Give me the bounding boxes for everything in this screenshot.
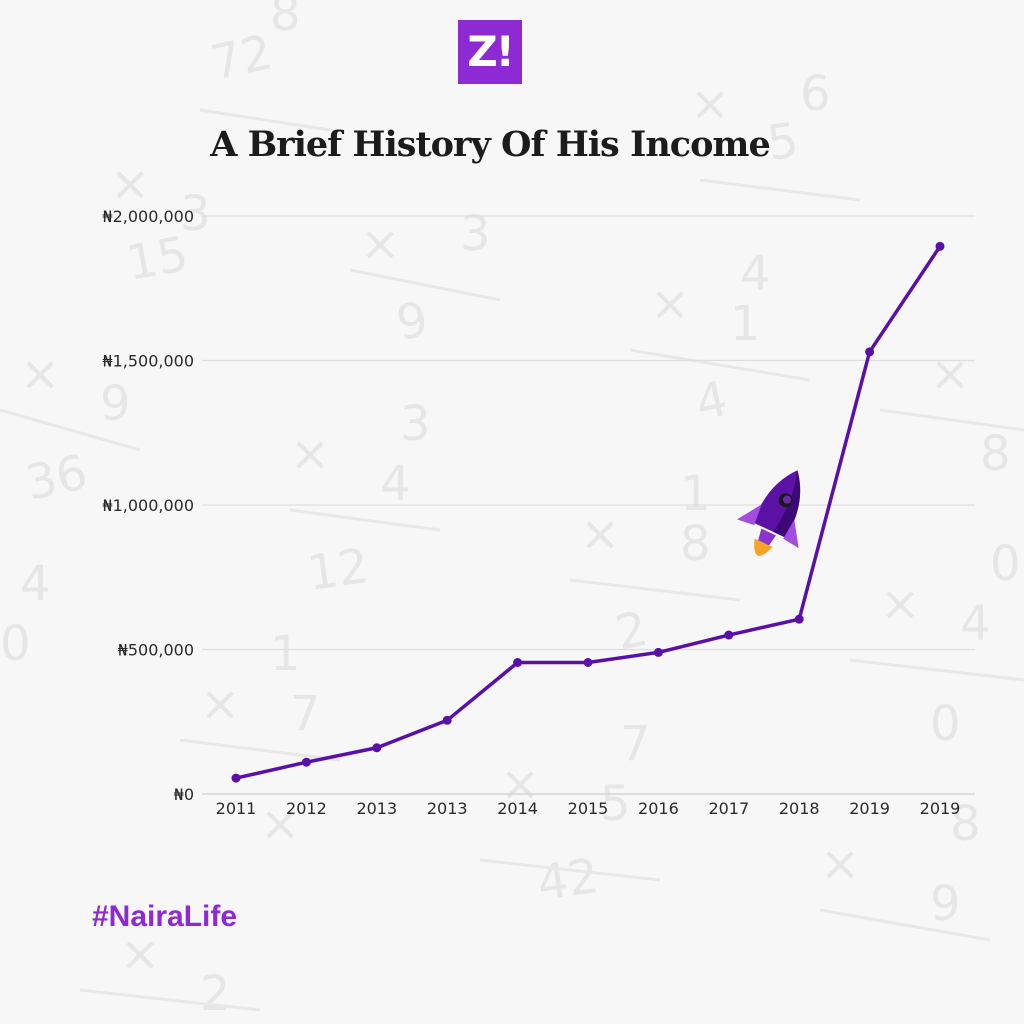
hashtag-label: #NairaLife [92, 900, 238, 933]
x-tick-label: 2018 [779, 799, 820, 818]
y-tick-label: ₦1,500,000 [102, 352, 194, 371]
svg-text:1: 1 [730, 296, 761, 352]
x-tick-label: 2012 [286, 799, 327, 818]
svg-text:×: × [20, 346, 60, 402]
y-tick-label: ₦0 [174, 785, 194, 804]
data-point [442, 715, 452, 725]
svg-text:×: × [650, 276, 690, 332]
svg-text:8: 8 [680, 516, 711, 572]
x-tick-label: 2015 [568, 799, 609, 818]
data-point [231, 773, 241, 783]
svg-text:×: × [200, 676, 240, 732]
svg-text:5: 5 [600, 776, 631, 832]
svg-text:8: 8 [950, 796, 981, 852]
data-point [513, 658, 523, 668]
data-point [301, 757, 311, 767]
data-point [372, 743, 382, 753]
x-tick-label: 2019 [849, 799, 890, 818]
svg-text:3: 3 [460, 206, 491, 262]
y-tick-label: ₦1,000,000 [102, 496, 194, 515]
svg-text:4: 4 [740, 246, 771, 302]
svg-text:×: × [110, 156, 150, 212]
svg-text:7: 7 [290, 686, 321, 742]
svg-text:3: 3 [400, 396, 431, 452]
data-point [865, 347, 875, 357]
svg-text:×: × [930, 346, 970, 402]
svg-text:4: 4 [960, 596, 991, 652]
zikoko-logo: Z! [458, 20, 522, 84]
svg-text:0: 0 [930, 696, 961, 752]
svg-text:0: 0 [990, 536, 1021, 592]
svg-text:×: × [120, 926, 160, 982]
x-tick-label: 2014 [497, 799, 538, 818]
y-tick-label: ₦2,000,000 [102, 207, 194, 226]
svg-text:1: 1 [270, 626, 301, 682]
data-point [583, 658, 593, 668]
data-point [653, 647, 663, 657]
x-tick-label: 2017 [708, 799, 749, 818]
svg-text:×: × [580, 506, 620, 562]
data-point [724, 630, 734, 640]
x-tick-label: 2011 [216, 799, 257, 818]
y-tick-label: ₦500,000 [118, 641, 194, 660]
rocket-icon [737, 470, 801, 556]
svg-text:15: 15 [122, 226, 192, 292]
svg-text:×: × [290, 426, 330, 482]
x-tick-label: 2013 [427, 799, 468, 818]
svg-text:0: 0 [0, 616, 31, 672]
svg-text:8: 8 [270, 0, 301, 42]
svg-text:9: 9 [930, 876, 961, 932]
x-tick-label: 2013 [356, 799, 397, 818]
svg-text:×: × [690, 76, 730, 132]
svg-text:72: 72 [206, 24, 277, 91]
svg-text:8: 8 [980, 426, 1011, 482]
svg-text:42: 42 [534, 848, 602, 912]
series-line [235, 245, 942, 780]
svg-text:6: 6 [800, 66, 831, 122]
svg-text:12: 12 [304, 538, 372, 602]
svg-text:1: 1 [680, 466, 711, 522]
svg-text:3: 3 [180, 186, 211, 242]
svg-text:36: 36 [21, 444, 92, 511]
x-tick-label: 2019 [920, 799, 961, 818]
svg-text:×: × [360, 216, 400, 272]
svg-text:2: 2 [200, 966, 231, 1022]
svg-text:4: 4 [20, 556, 51, 612]
svg-text:7: 7 [620, 716, 651, 772]
svg-text:9: 9 [100, 376, 131, 432]
data-point [794, 614, 804, 624]
data-point [935, 241, 945, 251]
x-tick-label: 2016 [638, 799, 679, 818]
chart-title: A Brief History Of His Income [210, 124, 770, 165]
svg-text:×: × [880, 576, 920, 632]
svg-text:×: × [820, 836, 860, 892]
svg-text:×: × [260, 796, 300, 852]
svg-text:×: × [500, 756, 540, 812]
svg-text:4: 4 [380, 456, 411, 512]
